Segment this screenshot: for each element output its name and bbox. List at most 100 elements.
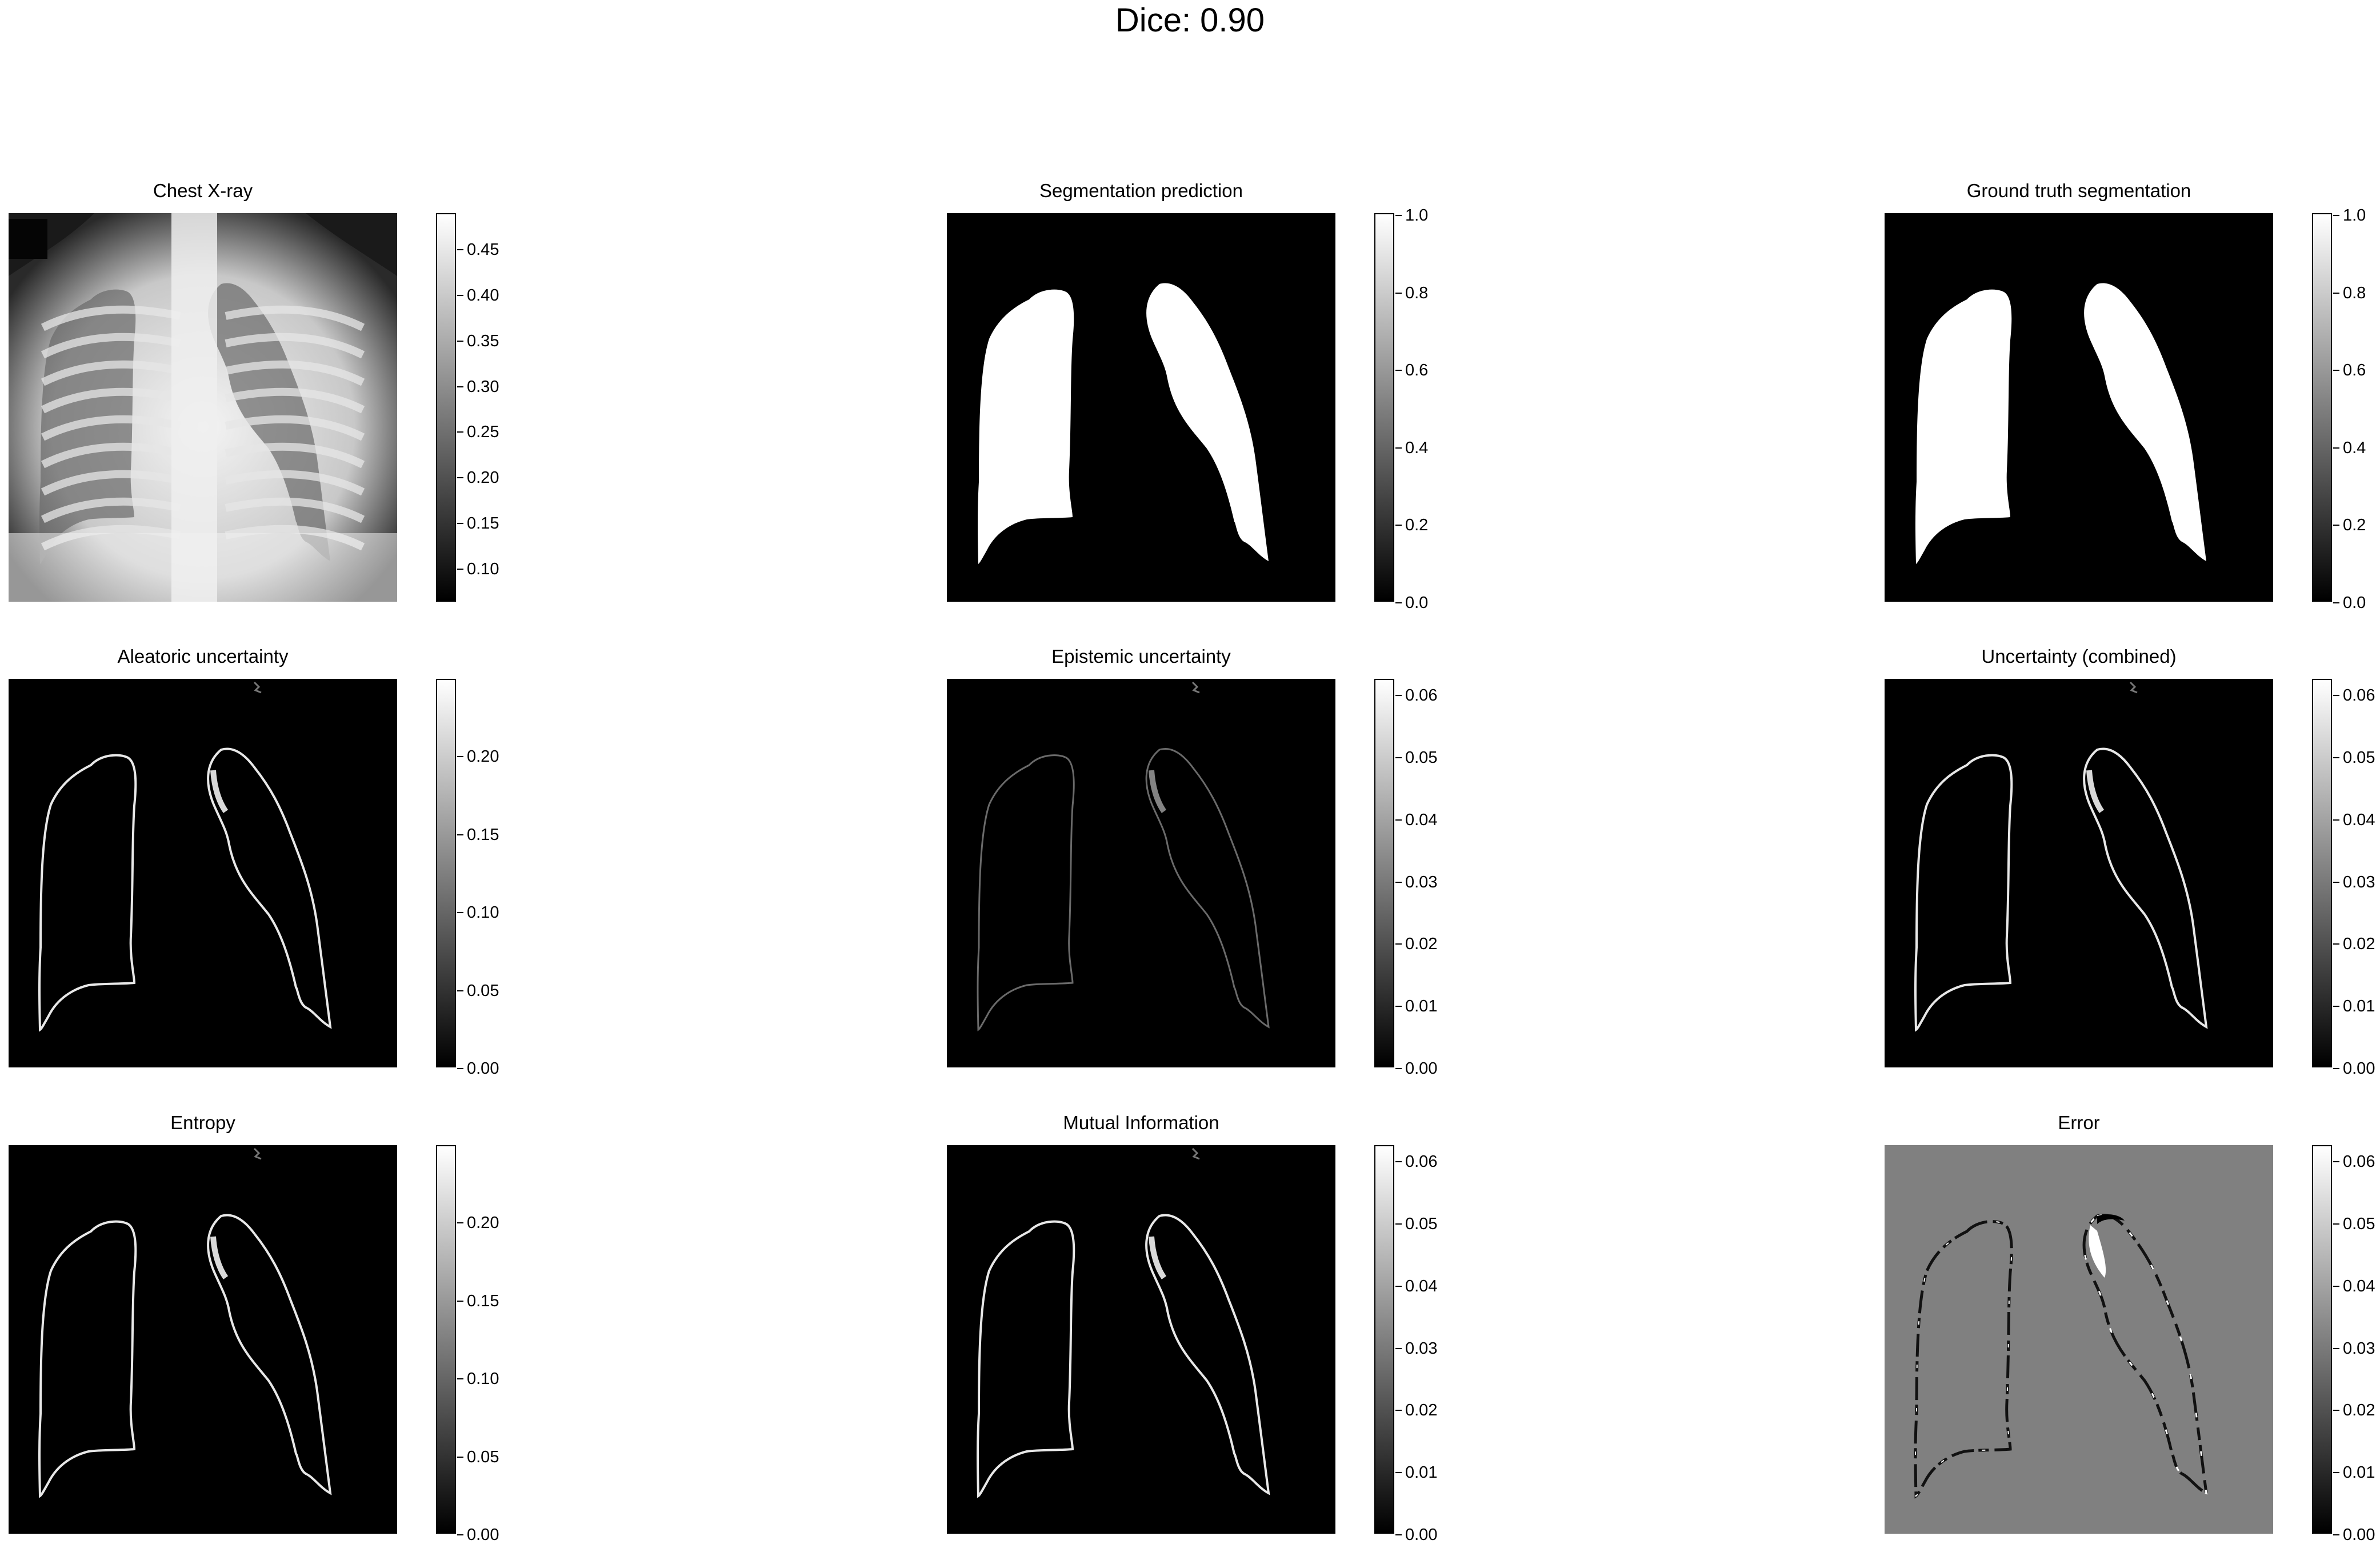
tick-mark — [457, 340, 463, 342]
tick-label: 0.30 — [467, 377, 499, 396]
colorbar: 0.00 0.01 0.02 0.03 0.04 0.05 0.06 — [1374, 679, 1437, 1078]
panel-image — [947, 679, 1335, 1067]
tick-mark — [1395, 819, 1402, 821]
tick-label: 0.03 — [1405, 1339, 1438, 1358]
panel-title: Mutual Information — [1063, 1112, 1219, 1133]
tick-mark — [457, 990, 463, 991]
tick-label: 0.02 — [2343, 1401, 2375, 1420]
tick-label: 0.04 — [1405, 1277, 1438, 1295]
panel-image — [9, 1145, 397, 1534]
panel-title: Chest X-ray — [153, 180, 253, 201]
figure-title: Dice: 0.90 — [1115, 2, 1265, 39]
tick-mark — [2333, 1534, 2339, 1535]
tick-mark — [1395, 1068, 1402, 1069]
tick-mark — [1395, 292, 1402, 294]
tick-label: 0.05 — [467, 981, 499, 1000]
tick-label: 0.01 — [2343, 1463, 2375, 1482]
tick-mark — [457, 1456, 463, 1458]
tick-label: 0.05 — [2343, 748, 2375, 767]
tick-mark — [1395, 1410, 1402, 1411]
panel-title: Error — [2058, 1112, 2100, 1133]
tick-mark — [2333, 1285, 2339, 1287]
panel-segmentation-prediction: Segmentation prediction — [947, 180, 1335, 602]
tick-mark — [1395, 881, 1402, 883]
tick-mark — [457, 431, 463, 433]
tick-label: 0.15 — [467, 514, 499, 533]
tick-label: 0.4 — [2343, 438, 2366, 457]
tick-mark — [457, 1068, 463, 1069]
panel-image — [9, 213, 397, 602]
tick-mark — [457, 1534, 463, 1535]
tick-mark — [2333, 757, 2339, 758]
tick-label: 0.6 — [2343, 361, 2366, 380]
tick-label: 0.04 — [2343, 810, 2375, 829]
tick-label: 0.04 — [2343, 1277, 2375, 1295]
tick-label: 0.00 — [1405, 1526, 1438, 1544]
tick-label: 0.00 — [467, 1526, 499, 1544]
panel-ground-truth-segmentation: Ground truth segmentation — [1885, 180, 2273, 602]
tick-label: 0.6 — [1405, 361, 1429, 380]
colorbar: 0.00 0.01 0.02 0.03 0.04 0.05 0.06 — [1374, 1145, 1437, 1544]
tick-mark — [2333, 370, 2339, 371]
tick-label: 0.20 — [467, 747, 499, 766]
panel-title: Uncertainty (combined) — [1981, 646, 2177, 667]
tick-mark — [1395, 215, 1402, 216]
tick-mark — [2333, 1472, 2339, 1474]
tick-mark — [457, 294, 463, 296]
tick-label: 0.05 — [1405, 1214, 1438, 1233]
tick-mark — [457, 386, 463, 387]
tick-label: 0.20 — [467, 1214, 499, 1232]
tick-label: 0.03 — [2343, 873, 2375, 891]
tick-label: 0.01 — [1405, 1463, 1438, 1482]
tick-label: 0.05 — [2343, 1214, 2375, 1233]
panel-title: Aleatoric uncertainty — [117, 646, 289, 667]
panel-title: Epistemic uncertainty — [1051, 646, 1231, 667]
tick-mark — [2333, 1347, 2339, 1349]
panel-title: Entropy — [170, 1112, 235, 1133]
tick-mark — [1395, 1347, 1402, 1349]
tick-label: 0.00 — [2343, 1059, 2375, 1078]
panel-image — [947, 1145, 1335, 1534]
tick-mark — [1395, 1285, 1402, 1287]
tick-mark — [1395, 757, 1402, 758]
tick-mark — [457, 523, 463, 525]
tick-label: 0.25 — [467, 423, 499, 442]
tick-mark — [2333, 1068, 2339, 1069]
panel-aleatoric-uncertainty: Aleatoric uncertainty — [9, 646, 397, 1067]
tick-mark — [2333, 525, 2339, 526]
panel-entropy: Entropy — [9, 1112, 397, 1534]
tick-mark — [2333, 695, 2339, 696]
tick-label: 0.01 — [1405, 997, 1438, 1016]
tick-mark — [1395, 695, 1402, 696]
panel-image — [1885, 1145, 2273, 1534]
tick-label: 0.15 — [467, 1291, 499, 1310]
tick-label: 0.40 — [467, 286, 499, 305]
tick-label: 0.06 — [1405, 1153, 1438, 1171]
tick-mark — [457, 1222, 463, 1223]
tick-mark — [457, 1300, 463, 1302]
panel-image — [1885, 679, 2273, 1067]
tick-label: 0.06 — [1405, 686, 1438, 705]
tick-mark — [1395, 943, 1402, 945]
tick-label: 0.2 — [2343, 516, 2366, 535]
tick-mark — [1395, 370, 1402, 371]
panel-image — [1885, 213, 2273, 602]
tick-label: 0.10 — [467, 560, 499, 578]
panel-image — [947, 213, 1335, 602]
tick-mark — [457, 249, 463, 250]
tick-mark — [2333, 1223, 2339, 1225]
tick-label: 0.10 — [467, 903, 499, 922]
panel-uncertainty-combined: Uncertainty (combined) — [1885, 646, 2273, 1067]
tick-label: 1.0 — [1405, 206, 1429, 225]
tick-mark — [2333, 1410, 2339, 1411]
tick-label: 0.35 — [467, 331, 499, 350]
tick-label: 0.20 — [467, 469, 499, 487]
panel-image — [9, 679, 397, 1067]
tick-label: 0.05 — [467, 1447, 499, 1466]
tick-mark — [457, 1378, 463, 1379]
tick-label: 0.4 — [1405, 438, 1429, 457]
tick-label: 0.06 — [2343, 686, 2375, 705]
tick-mark — [1395, 1006, 1402, 1007]
tick-label: 0.0 — [1405, 594, 1429, 612]
tick-label: 0.03 — [1405, 873, 1438, 891]
